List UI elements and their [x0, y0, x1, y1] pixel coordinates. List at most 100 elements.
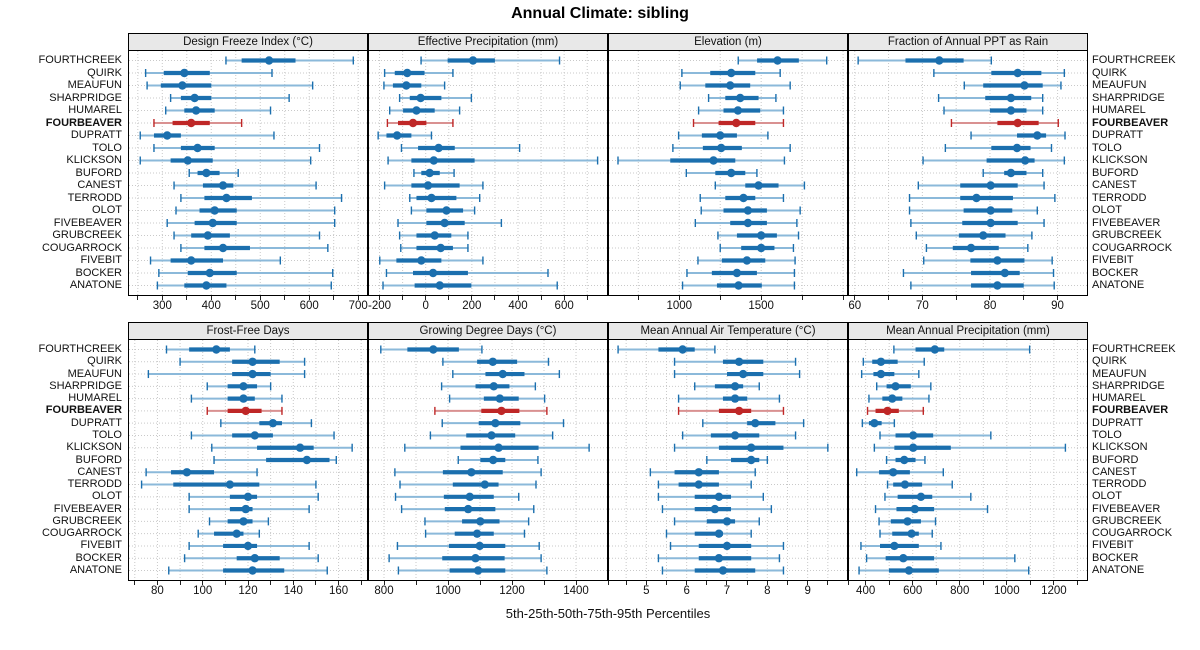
- row-fivebit: [849, 256, 1087, 265]
- median-dot: [402, 81, 411, 90]
- median-dot: [190, 93, 199, 103]
- axis-tick-mark: [186, 296, 188, 300]
- median-dot: [250, 554, 259, 563]
- axis-tick-mark: [383, 581, 385, 585]
- axis-tick-mark: [563, 296, 565, 300]
- axis-ticks-frost-free-days: 80 100 120 140 160: [128, 581, 368, 599]
- median-dot: [733, 106, 743, 115]
- median-dot: [488, 455, 498, 465]
- axis-tick-label: 1000: [435, 585, 461, 597]
- site-label-quirk: QUIRK: [87, 355, 122, 368]
- axis-tick-mark: [543, 581, 545, 585]
- median-dot: [966, 243, 976, 253]
- axis-tick-mark: [912, 581, 914, 585]
- axis-tick-label: 60: [848, 300, 862, 312]
- axis-tick-mark: [959, 581, 961, 585]
- axis-tick-mark: [471, 296, 473, 300]
- row-terrodd: [609, 480, 847, 489]
- axis-tick-mark: [333, 296, 335, 300]
- axis-tick-label: 1000: [994, 585, 1020, 597]
- site-label-tolo: TOLO: [1092, 428, 1122, 441]
- median-dot: [1006, 168, 1016, 178]
- row-fourthcreek: [129, 345, 367, 354]
- row-cougarrock: [369, 243, 607, 253]
- median-dot: [468, 56, 478, 65]
- median-dot: [746, 455, 756, 465]
- median-dot: [930, 345, 940, 354]
- row-fourthcreek: [129, 56, 367, 65]
- panel-header-mean-annual-precipitation-mm-: Mean Annual Precipitation (mm): [848, 322, 1088, 340]
- median-dot: [186, 256, 196, 265]
- row-cougarrock: [129, 529, 367, 538]
- median-dot: [182, 468, 192, 477]
- row-tolo: [849, 431, 1087, 440]
- axis-tick-mark: [210, 296, 212, 300]
- median-dot: [773, 56, 782, 65]
- axis-tick-label: 140: [283, 585, 303, 597]
- axis-tick-mark: [888, 581, 890, 585]
- row-tolo: [369, 143, 607, 153]
- median-dot: [1006, 106, 1016, 115]
- median-dot: [436, 243, 445, 253]
- row-fivebit: [129, 256, 367, 265]
- site-label-dupratt: DUPRATT: [70, 129, 122, 141]
- median-dot: [1006, 93, 1016, 103]
- median-dot: [870, 418, 879, 428]
- site-label-canest: CANEST: [77, 465, 122, 478]
- median-dot: [178, 81, 187, 90]
- median-dot: [203, 231, 213, 240]
- site-label-sharpridge: SHARPRIDGE: [1092, 91, 1165, 104]
- median-dot: [1033, 131, 1042, 140]
- row-humarel: [369, 106, 607, 115]
- axis-tick-mark: [665, 581, 667, 585]
- row-fivebeaver: [369, 504, 607, 514]
- axis-tick-mark: [360, 581, 362, 585]
- median-dot: [979, 231, 988, 240]
- median-dot: [480, 480, 489, 489]
- row-olot: [129, 492, 367, 502]
- median-dot: [191, 106, 201, 115]
- median-dot: [986, 206, 995, 215]
- median-dot: [465, 492, 474, 502]
- median-dot: [429, 156, 438, 165]
- median-dot: [986, 181, 995, 190]
- axis-tick-mark: [637, 296, 639, 300]
- axis-tick-mark: [1006, 581, 1008, 585]
- axis-tick-label: 5: [643, 585, 650, 597]
- row-bocker: [129, 554, 367, 563]
- median-dot: [1000, 268, 1010, 278]
- median-dot: [714, 529, 724, 538]
- site-label-canest: CANEST: [1092, 465, 1137, 478]
- median-dot: [497, 406, 506, 416]
- row-sharpridge: [129, 93, 367, 103]
- axis-tick-mark: [678, 296, 680, 300]
- axis-tick-label: 600: [903, 585, 923, 597]
- row-terrodd: [129, 193, 367, 203]
- axis-tick-mark: [807, 581, 809, 585]
- row-bocker: [369, 268, 607, 278]
- median-dot: [714, 492, 724, 502]
- site-label-fivebit: FIVEBIT: [80, 254, 122, 266]
- site-label-dupratt: DUPRATT: [1092, 129, 1144, 141]
- row-anatone: [849, 281, 1087, 290]
- median-dot: [718, 566, 728, 575]
- median-dot: [903, 517, 912, 526]
- row-fivebeaver: [609, 218, 847, 228]
- site-label-tolo: TOLO: [92, 428, 122, 441]
- row-grubcreek: [129, 231, 367, 240]
- axis-tick-mark: [511, 581, 513, 585]
- row-tolo: [129, 143, 367, 153]
- panel-header-growing-degree-days-c-: Growing Degree Days (°C): [368, 322, 608, 340]
- row-anatone: [849, 566, 1087, 575]
- axis-tick-label: 80: [151, 585, 164, 597]
- row-olot: [609, 206, 847, 215]
- site-label-canest: CANEST: [1092, 179, 1137, 191]
- median-dot: [428, 268, 438, 278]
- site-label-buford: BUFORD: [75, 166, 122, 179]
- axis-tick-mark: [179, 581, 181, 585]
- median-dot: [264, 56, 274, 65]
- median-dot: [876, 357, 886, 366]
- axis-tick-mark: [224, 581, 226, 585]
- row-fivebit: [609, 541, 847, 551]
- panel-plot-growing-degree-days-c-: [368, 339, 608, 581]
